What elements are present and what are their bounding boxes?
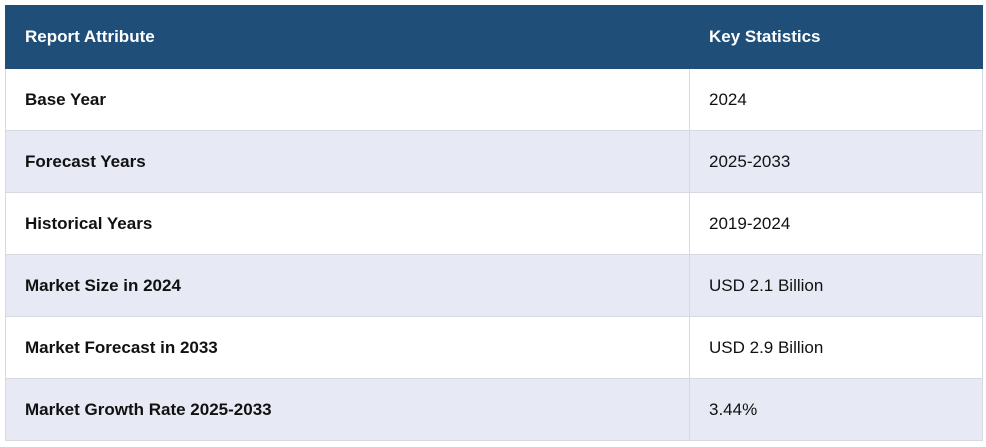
- table-row: Market Size in 2024 USD 2.1 Billion: [5, 254, 983, 317]
- value-cell: 2019-2024: [689, 192, 983, 255]
- table-row: Market Growth Rate 2025-2033 3.44%: [5, 378, 983, 441]
- header-row: Report Attribute Key Statistics: [5, 5, 983, 69]
- table-row: Forecast Years 2025-2033: [5, 130, 983, 193]
- header-cell: Report Attribute: [5, 5, 690, 69]
- attribute-cell: Market Size in 2024: [5, 254, 690, 317]
- table-body: Base Year 2024 Forecast Years 2025-2033 Hist…: [5, 68, 983, 441]
- value-cell: 2025-2033: [689, 130, 983, 193]
- value-cell: 2024: [689, 68, 983, 131]
- table-row: Base Year 2024: [5, 68, 983, 131]
- value-cell: 3.44%: [689, 378, 983, 441]
- attribute-cell: Market Growth Rate 2025-2033: [5, 378, 690, 441]
- header-cell: Key Statistics: [689, 5, 983, 69]
- value-cell: USD 2.9 Billion: [689, 316, 983, 379]
- attribute-cell: Forecast Years: [5, 130, 690, 193]
- attribute-cell: Market Forecast in 2033: [5, 316, 690, 379]
- attribute-cell: Historical Years: [5, 192, 690, 255]
- stats-table: Report Attribute Key Statistics Base Yea…: [5, 5, 983, 441]
- value-cell: USD 2.1 Billion: [689, 254, 983, 317]
- table-row: Historical Years 2019-2024: [5, 192, 983, 255]
- attribute-cell: Base Year: [5, 68, 690, 131]
- table-row: Market Forecast in 2033 USD 2.9 Billion: [5, 316, 983, 379]
